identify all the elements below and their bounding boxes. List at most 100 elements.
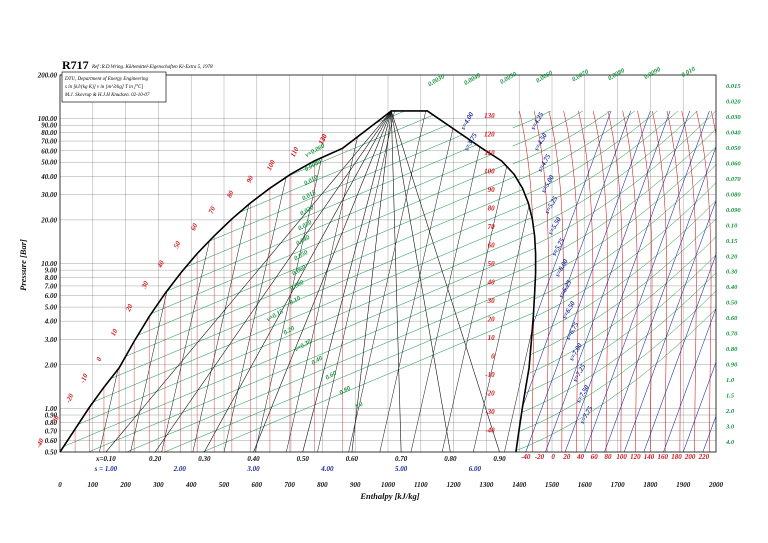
right-tick-label: 0.15: [726, 238, 738, 245]
isochore-superheat: [512, 291, 716, 452]
x-tick-label: 1600: [578, 481, 593, 489]
x-tick-label: 500: [219, 481, 230, 489]
quality-label: 0.20: [149, 455, 162, 463]
isochore-line: [60, 183, 536, 385]
temp-label-bottom: 140: [644, 453, 655, 461]
y-tick-label: 1.00: [45, 405, 58, 413]
x-tick-label: 0: [58, 481, 62, 489]
y-tick-label: 8.00: [45, 274, 58, 282]
temp-label-bottom: 160: [658, 453, 669, 461]
y-axis-label: Pressure [Bar]: [18, 239, 28, 291]
isochore-superheat: [512, 219, 716, 381]
temp-label-right: 70: [488, 223, 496, 231]
isentrope-dome-line: [473, 110, 536, 452]
x-tick-label: 1500: [545, 481, 560, 489]
right-tick-label: 0.050: [726, 145, 741, 152]
right-tick-label: 0.20: [726, 253, 738, 260]
isentrope-dome-line: [317, 110, 404, 452]
y-tick-label: 0.90: [45, 412, 58, 420]
isochore-superheat: [512, 165, 716, 327]
right-tick-label: 0.030: [726, 114, 741, 121]
temp-label-bottom: 0: [551, 453, 555, 461]
temp-label-left: -10: [79, 372, 90, 384]
quality-label: 0.40: [247, 455, 260, 463]
temp-label-bottom: 120: [630, 453, 641, 461]
temp-label-left: 70: [207, 205, 217, 215]
x-tick-label: 1300: [479, 481, 494, 489]
volume-label-dome: 1.0: [354, 400, 365, 410]
temp-label-left: 50: [172, 239, 182, 249]
quality-label: 0.50: [297, 455, 310, 463]
y-tick-label: 100.00: [38, 115, 58, 123]
temp-label-right: -10: [485, 371, 495, 379]
right-tick-label: 4.0: [725, 439, 735, 446]
info-line-1: DTU, Department of Energy Engineering: [64, 77, 148, 82]
temp-label-left: 110: [289, 145, 301, 158]
temp-label-right: -20: [485, 390, 495, 398]
temp-label-right: 100: [484, 168, 495, 176]
temp-label-right: -30: [485, 408, 495, 416]
quality-line: [390, 110, 402, 452]
quality-line: [105, 110, 392, 452]
x-tick-label: 100: [88, 481, 99, 489]
x-tick-label: 400: [185, 481, 197, 489]
x-tick-label: 2000: [708, 481, 724, 489]
isochore-line: [60, 295, 536, 452]
right-tick-label: 0.50: [726, 300, 738, 307]
temp-label-bottom: -40: [521, 453, 531, 461]
temp-label-left: 80: [225, 189, 235, 199]
right-tick-label: 0.090: [726, 207, 741, 214]
isochore-superheat: [512, 110, 716, 183]
isochore-superheat: [512, 111, 716, 273]
isentrope-superheat: [525, 110, 664, 452]
isochore-line: [60, 311, 536, 452]
temp-label-left: 100: [265, 158, 277, 171]
right-tick-label: 3.0: [725, 424, 735, 431]
x-tick-label: 800: [317, 481, 328, 489]
superheat-group: [486, 110, 716, 452]
temp-label-right: 20: [487, 316, 496, 324]
temp-label-right: 120: [484, 131, 495, 139]
isochore-superheat: [512, 110, 716, 129]
isotherm-superheat: [689, 110, 712, 452]
temp-label-bottom: 80: [604, 453, 612, 461]
isochore-line: [60, 247, 536, 449]
quality-label: 0.90: [493, 455, 506, 463]
quality-label: x=0.10: [95, 455, 116, 463]
y-tick-label: 9.00: [45, 267, 58, 275]
x-tick-label: 300: [152, 481, 164, 489]
quality-line: [351, 110, 392, 452]
isochore-superheat: [512, 129, 716, 291]
isochore-superheat: [512, 110, 716, 237]
isochore-superheat: [512, 273, 716, 435]
temp-label-right: 30: [487, 297, 496, 305]
right-tick-label: 0.080: [726, 191, 741, 198]
right-tick-label: 0.70: [726, 331, 738, 338]
temp-label-right: 90: [488, 186, 496, 194]
temp-label-right: 0: [491, 353, 495, 361]
isentrope-dome-line: [379, 110, 466, 452]
temp-label-left: 0: [95, 355, 104, 362]
x-tick-label: 1200: [447, 481, 462, 489]
quality-label: 0.60: [346, 455, 359, 463]
quality-label: 0.70: [395, 455, 408, 463]
right-tick-label: 0.060: [726, 160, 741, 167]
saturation-curve: [59, 110, 537, 453]
isochore-superheat: [512, 110, 716, 219]
right-tick-label: 0.040: [726, 129, 741, 136]
entropy-label-bottom: 6.00: [469, 465, 482, 473]
isotherm-liquid-group: [74, 148, 343, 452]
isentrope-superheat: [682, 110, 716, 452]
plot-frame: [59, 74, 717, 453]
property-curves-layer: [60, 110, 716, 452]
y-tick-label: 40.00: [40, 173, 57, 181]
right-tick-label: 0.90: [726, 362, 738, 369]
temp-label-bottom: -20: [535, 453, 545, 461]
isochore-superheat: [512, 183, 716, 345]
right-tick-label: 2.0: [725, 408, 735, 415]
x-tick-labels: 0 100 200 300 400 500 600 700 800 900 1000 1100 1200…: [58, 481, 723, 489]
right-tick-label: 1.5: [726, 393, 735, 400]
quality-line: [390, 110, 500, 452]
chart-subtitle: Ref :R.D.Wring. Kältemittel-Eigenschafte…: [91, 65, 213, 70]
y-tick-label: 3.00: [44, 336, 58, 344]
